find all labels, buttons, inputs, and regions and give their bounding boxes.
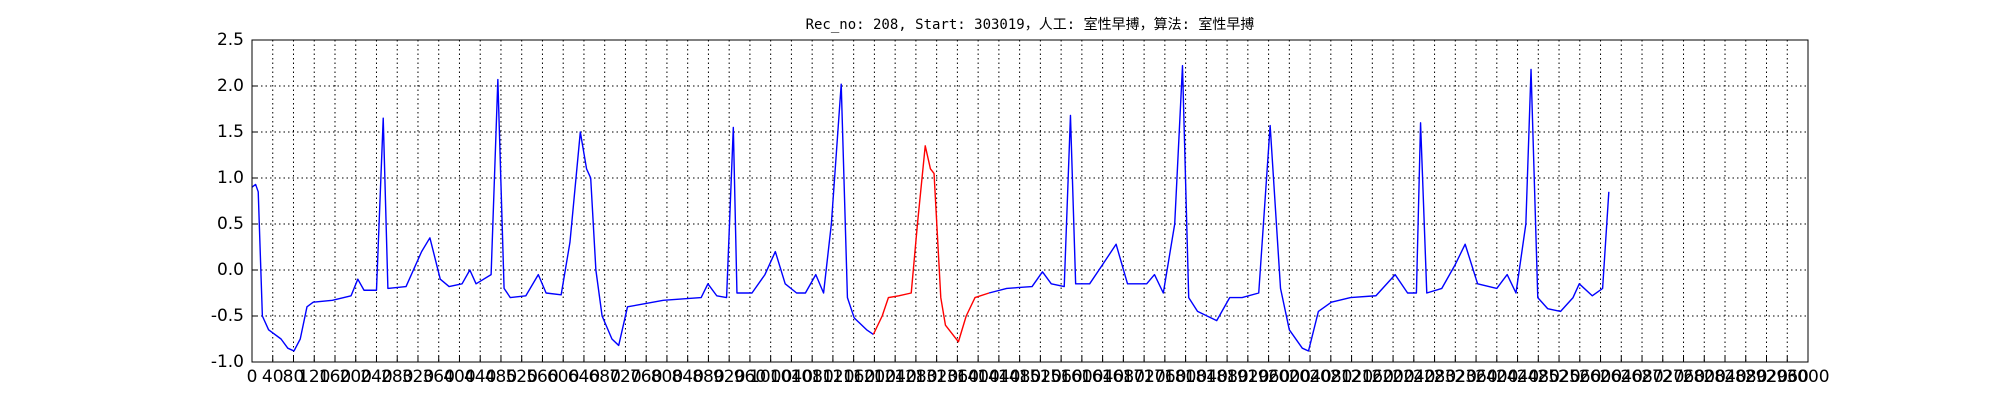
x-tick-label: 2800	[1683, 367, 1726, 387]
x-tick-label: 600	[547, 367, 579, 387]
x-tick-label: 40	[262, 367, 284, 387]
x-tick-label: 1480	[998, 367, 1041, 387]
x-tick-label: 1520	[1019, 367, 1062, 387]
y-tick-label: 2.5	[217, 30, 244, 50]
x-tick-label: 520	[505, 367, 537, 387]
x-tick-label: 160	[319, 367, 351, 387]
x-tick-label: 2000	[1268, 367, 1311, 387]
x-tick-label: 2600	[1579, 367, 1622, 387]
x-tick-label: 2760	[1662, 367, 1705, 387]
y-tick-label: 1.5	[217, 122, 244, 142]
x-tick-label: 1040	[770, 367, 813, 387]
x-tick-label: 2280	[1413, 367, 1456, 387]
x-tick-label: 2520	[1537, 367, 1580, 387]
x-tick-label: 1280	[894, 367, 937, 387]
x-tick-label: 1320	[915, 367, 958, 387]
x-tick-label: 2360	[1454, 367, 1497, 387]
y-tick-label: -1.0	[211, 352, 244, 372]
plot-frame	[251, 39, 1809, 363]
y-tick-label: 2.0	[217, 76, 244, 96]
x-tick-label: 880	[692, 367, 724, 387]
y-tick-label: 1.0	[217, 168, 244, 188]
y-tick-label: 0.0	[217, 260, 244, 280]
x-tick-label: 2480	[1517, 367, 1560, 387]
ecg-line	[872, 145, 990, 343]
x-tick-label: 0	[247, 367, 258, 387]
x-tick-label: 2680	[1620, 367, 1663, 387]
x-tick-label: 2640	[1600, 367, 1643, 387]
ecg-line	[251, 65, 1610, 352]
x-tick-label: 200	[340, 367, 372, 387]
x-tick-label: 800	[651, 367, 683, 387]
x-tick-label: 920	[713, 367, 745, 387]
x-tick-label: 2320	[1434, 367, 1477, 387]
x-tick-label: 120	[298, 367, 330, 387]
x-tick-label: 2040	[1288, 367, 1331, 387]
x-tick-label: 2160	[1351, 367, 1394, 387]
x-tick-label: 2120	[1330, 367, 1373, 387]
x-tick-label: 1400	[957, 367, 1000, 387]
x-tick-label: 1840	[1185, 367, 1228, 387]
x-tick-label: 1160	[832, 367, 875, 387]
x-tick-label: 2200	[1371, 367, 1414, 387]
x-tick-label: 720	[609, 367, 641, 387]
x-tick-label: 1240	[874, 367, 917, 387]
x-tick-label: 360	[422, 367, 454, 387]
x-tick-label: 2560	[1558, 367, 1601, 387]
y-tick-label: 0.5	[217, 214, 244, 234]
y-tick-label: -0.5	[211, 306, 244, 326]
x-tick-label: 1880	[1205, 367, 1248, 387]
chart-title: Rec_no: 208, Start: 303019，人工: 室性早搏，算法: …	[806, 16, 1255, 33]
x-tick-label: 1120	[811, 367, 854, 387]
x-tick-label: 280	[381, 367, 413, 387]
x-tick-label: 1640	[1081, 367, 1124, 387]
x-tick-label: 2400	[1475, 367, 1518, 387]
x-tick-label: 1440	[977, 367, 1020, 387]
x-tick-label: 1080	[791, 367, 834, 387]
x-tick-label: 640	[568, 367, 600, 387]
x-tick-label: 2960	[1766, 367, 1809, 387]
x-tick-label: 1200	[853, 367, 896, 387]
x-tick-label: 240	[360, 367, 392, 387]
x-tick-label: 400	[443, 367, 475, 387]
x-tick-label: 2840	[1703, 367, 1746, 387]
x-tick-label: 1760	[1143, 367, 1186, 387]
x-tick-label: 2240	[1392, 367, 1435, 387]
x-tick-label: 560	[526, 367, 558, 387]
x-tick-label: 760	[630, 367, 662, 387]
x-tick-label: 840	[671, 367, 703, 387]
x-tick-label: 480	[485, 367, 517, 387]
x-tick-label: 2720	[1641, 367, 1684, 387]
x-tick-label: 1920	[1226, 367, 1269, 387]
x-tick-label: 320	[402, 367, 434, 387]
x-tick-label: 2080	[1309, 367, 1352, 387]
x-tick-label: 440	[464, 367, 496, 387]
x-tick-label: 1720	[1122, 367, 1165, 387]
x-tick-label: 1560	[1039, 367, 1082, 387]
x-tick-label: 1800	[1164, 367, 1207, 387]
x-tick-label: 2880	[1724, 367, 1767, 387]
x-tick-label: 1360	[936, 367, 979, 387]
x-tick-label: 1960	[1247, 367, 1290, 387]
x-tick-label: 2920	[1745, 367, 1788, 387]
x-tick-label: 1600	[1060, 367, 1103, 387]
x-tick-label: 80	[283, 367, 305, 387]
x-tick-label: 2440	[1496, 367, 1539, 387]
x-tick-label: 1000	[749, 367, 792, 387]
x-tick-label: 3000	[1786, 367, 1829, 387]
x-tick-label: 680	[588, 367, 620, 387]
x-tick-label: 1680	[1102, 367, 1145, 387]
x-tick-label: 960	[734, 367, 766, 387]
